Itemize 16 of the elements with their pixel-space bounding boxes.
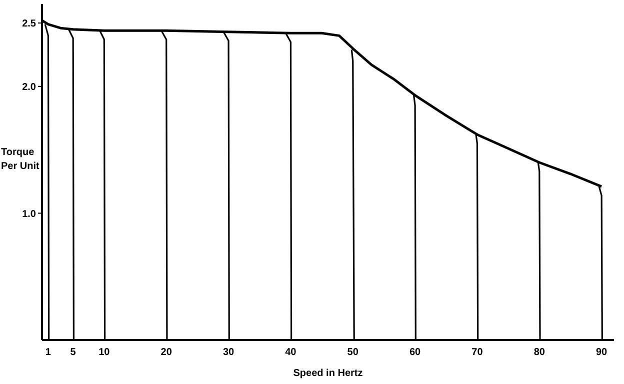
y-tick-label: 1.0	[22, 208, 36, 220]
x-tick-label: 1	[45, 347, 52, 358]
x-tick-label: 50	[347, 347, 359, 358]
x-tick-label: 10	[98, 347, 110, 358]
x-tick-label: 5	[70, 347, 76, 358]
y-tick-label: 2.5	[22, 18, 36, 30]
x-tick-label: 60	[409, 347, 422, 358]
x-tick-label: 70	[472, 347, 484, 358]
y-axis-title: Torque Per Unit	[1, 146, 40, 174]
x-tick-label: 80	[534, 347, 546, 358]
y-tick-label: 2.0	[22, 82, 36, 93]
x-tick-label: 30	[222, 347, 235, 358]
x-tick-label: 90	[596, 347, 608, 358]
x-tick-label: 20	[160, 347, 172, 358]
x-tick-label: 40	[285, 347, 297, 358]
x-axis-title: Speed in Hertz	[293, 368, 363, 379]
